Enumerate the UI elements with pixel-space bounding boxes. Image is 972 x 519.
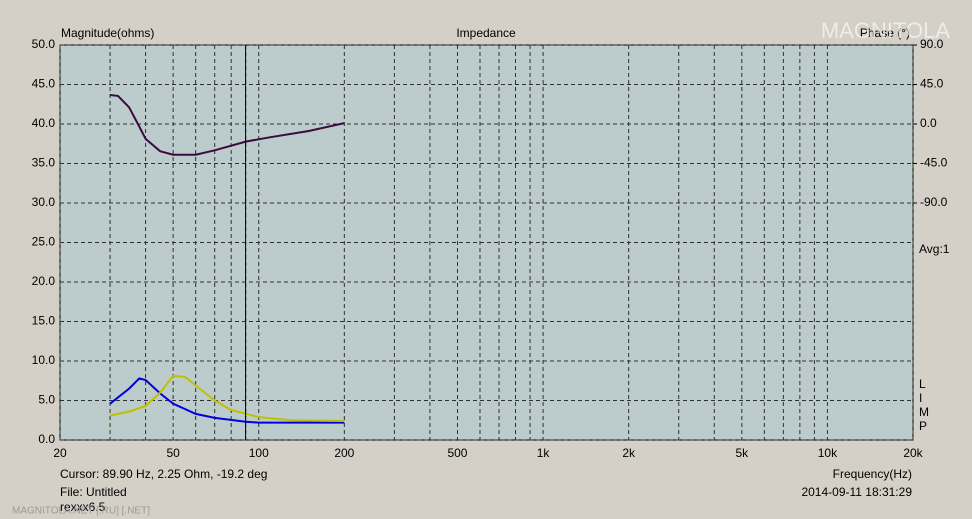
- limp-letter: M: [919, 405, 929, 419]
- y2-tick-label: 45.0: [920, 77, 944, 91]
- y-tick-label: 40.0: [32, 116, 56, 130]
- x-tick-label: 20: [53, 446, 67, 460]
- name-label: rexxx6.5: [60, 500, 106, 514]
- chart-title: Impedance: [456, 26, 516, 40]
- y-tick-label: 5.0: [38, 393, 55, 407]
- x-tick-label: 100: [249, 446, 269, 460]
- y-tick-label: 0.0: [38, 432, 55, 446]
- timestamp: 2014-09-11 18:31:29: [801, 485, 912, 499]
- limp-letter: L: [919, 377, 926, 391]
- series-line: [109, 374, 345, 422]
- watermark: MAGNITOLA: [821, 18, 951, 43]
- y-tick-label: 10.0: [32, 353, 56, 367]
- footer-watermark: MAGNITOLA.NET [.RU] [.NET]: [12, 506, 150, 517]
- x-tick-label: 1k: [537, 446, 551, 460]
- y2-tick-label: -45.0: [920, 156, 948, 170]
- y-tick-label: 20.0: [32, 274, 56, 288]
- x-tick-label: 50: [166, 446, 180, 460]
- x-tick-label: 5k: [735, 446, 749, 460]
- x-tick-label: 200: [334, 446, 354, 460]
- limp-letter: I: [919, 391, 922, 405]
- y2-tick-label: 0.0: [920, 116, 937, 130]
- x-tick-label: 500: [447, 446, 467, 460]
- y2-tick-label: 90.0: [920, 37, 944, 51]
- limp-letter: P: [919, 419, 927, 433]
- y2-tick-label: -90.0: [920, 195, 948, 209]
- y-tick-label: 45.0: [32, 77, 56, 91]
- y-tick-label: 15.0: [32, 314, 56, 328]
- avg-label: Avg:1: [919, 242, 950, 256]
- x-tick-label: 2k: [622, 446, 636, 460]
- file-label: File: Untitled: [60, 485, 127, 499]
- y-tick-label: 25.0: [32, 235, 56, 249]
- x-axis-title: Frequency(Hz): [833, 467, 912, 481]
- y2-axis-title: Phase (°): [860, 26, 910, 40]
- cursor-readout: Cursor: 89.90 Hz, 2.25 Ohm, -19.2 deg: [60, 467, 267, 481]
- y-tick-label: 30.0: [32, 195, 56, 209]
- series-line: [109, 94, 345, 156]
- y-axis-title: Magnitude(ohms): [61, 26, 154, 40]
- x-tick-label: 10k: [818, 446, 838, 460]
- series-line: [109, 377, 345, 424]
- x-tick-label: 20k: [903, 446, 923, 460]
- y-tick-label: 50.0: [32, 37, 56, 51]
- y-tick-label: 35.0: [32, 156, 56, 170]
